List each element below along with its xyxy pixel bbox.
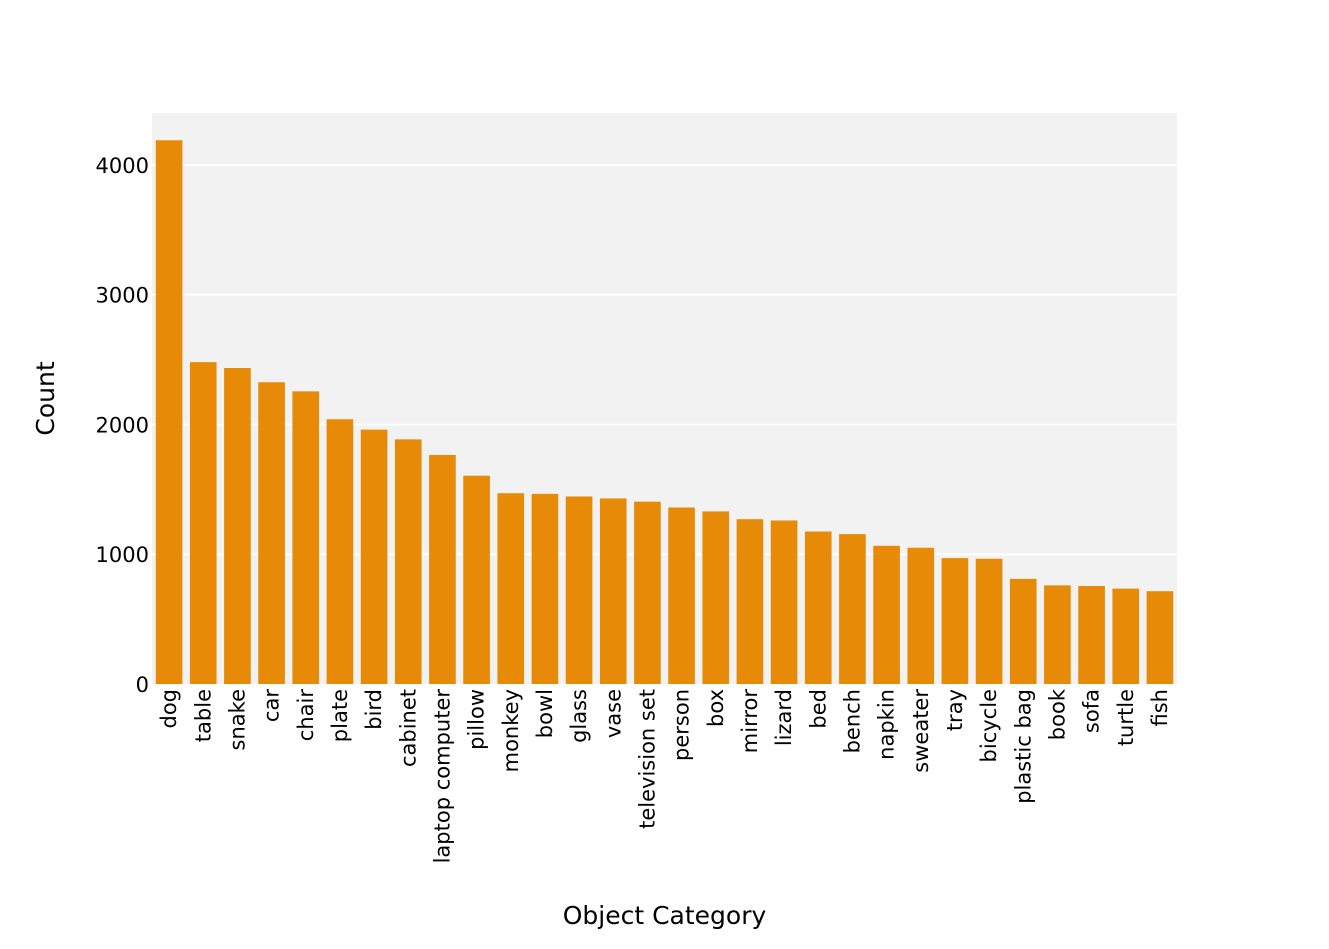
x-tick-label: lizard [772,689,796,746]
bar-tray [941,558,969,684]
bar-sofa [1078,586,1105,684]
bars [155,140,1174,685]
bar-cabinet [394,439,422,684]
bar-sweater [907,547,935,684]
bar-mirror [736,519,764,684]
x-tick-label: sweater [909,689,933,773]
bar-bicycle [975,558,1003,684]
bar-book [1044,585,1071,684]
x-tick-label: monkey [499,689,523,772]
x-tick-label: bowl [533,689,557,738]
bar-bench [839,534,866,684]
bar-person [668,507,695,684]
bar-bed [804,531,832,684]
bar-laptop-computer [429,454,456,684]
bar-dog [155,140,183,685]
x-tick-label: fish [1148,689,1172,726]
bar-car [258,382,285,684]
bar-fish [1146,591,1174,684]
x-tick-label: car [260,689,284,722]
bar-plate [326,419,354,684]
x-tick-labels: dog table snake car chair plate bird cabinet lap… [157,688,1172,863]
x-tick-label: laptop computer [430,689,454,864]
x-tick-label: sofa [1080,689,1104,733]
x-tick-label: snake [225,689,249,750]
gridlines [152,163,1177,556]
plot-background [152,113,1177,684]
y-tick-label: 2000 [96,413,149,437]
x-tick-label: tray [943,689,967,731]
bar-vase [599,498,627,684]
bar-table [189,362,217,684]
bar-box [702,511,730,684]
x-tick-label: person [670,689,694,761]
x-tick-label: glass [567,689,591,743]
bar-snake [224,368,251,684]
x-tick-label: dog [157,689,181,729]
bar-lizard [770,520,798,684]
x-tick-label: television set [635,689,659,829]
bar-plastic-bag [1009,578,1037,684]
bar-chair [292,391,320,684]
x-tick-label: bench [840,689,864,753]
bar-napkin [873,545,900,684]
x-tick-label: plate [328,689,352,742]
x-tick-label: napkin [875,689,899,760]
bar-glass [565,496,593,684]
bar-bird [360,429,388,684]
bar-pillow [463,475,490,684]
y-tick-label: 0 [136,673,149,697]
y-tick-label: 1000 [96,543,149,567]
x-tick-label: plastic bag [1011,689,1035,804]
x-tick-label: book [1045,688,1069,740]
x-tick-label: table [191,689,215,742]
bar-television-set [634,501,661,684]
x-tick-label: cabinet [396,689,420,767]
x-tick-label: turtle [1114,689,1138,746]
x-axis-title: Object Category [563,901,767,930]
x-tick-label: pillow [465,689,489,750]
x-tick-label: bed [806,689,830,729]
bar-turtle [1112,588,1140,684]
y-tick-label: 3000 [96,284,149,308]
x-tick-label: chair [294,689,318,742]
x-tick-label: bicycle [977,689,1001,762]
x-tick-label: box [704,689,728,727]
bar-bowl [531,493,559,684]
y-tick-labels: 0 1000 2000 3000 4000 [96,154,149,697]
x-tick-label: vase [601,689,625,738]
bar-monkey [497,493,525,684]
y-tick-label: 4000 [96,154,149,178]
y-axis-title: Count [31,361,60,435]
x-tick-label: bird [362,689,386,730]
x-tick-label: mirror [738,689,762,754]
